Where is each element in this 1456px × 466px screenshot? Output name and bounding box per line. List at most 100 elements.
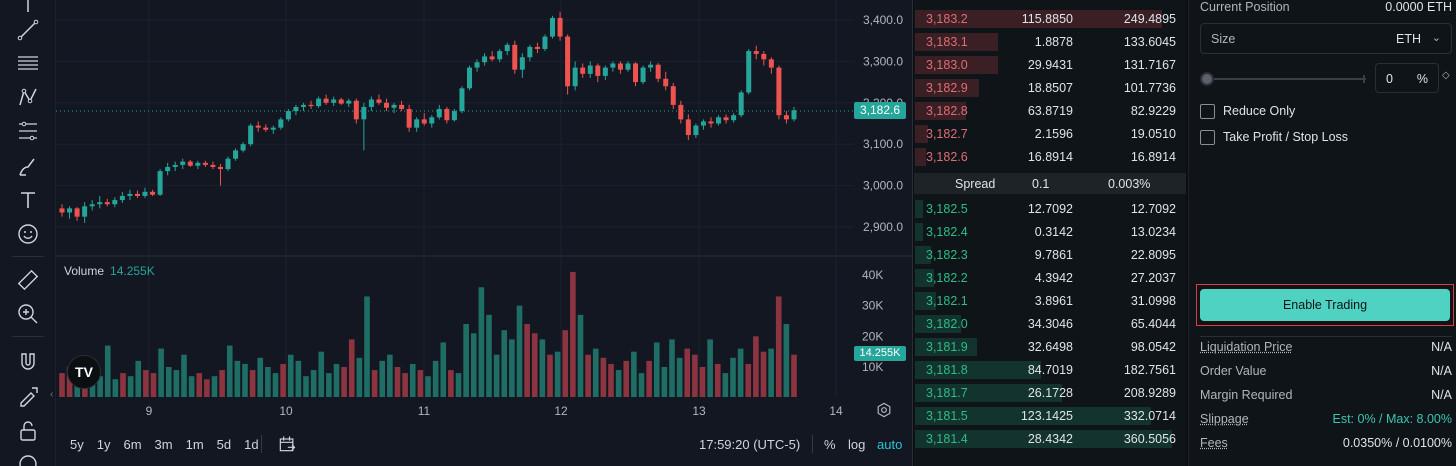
checkbox-box[interactable] bbox=[1200, 104, 1215, 119]
fees-label[interactable]: Fees bbox=[1200, 436, 1228, 450]
volume-bar bbox=[318, 351, 325, 397]
range-1y[interactable]: 1y bbox=[96, 436, 111, 452]
bid-row[interactable]: 3,182.4 0.3142 13.0234 bbox=[914, 220, 1186, 243]
text-tool-icon[interactable] bbox=[14, 186, 42, 214]
range-3m[interactable]: 3m bbox=[154, 436, 173, 452]
bid-row[interactable]: 3,181.8 84.7019 182.7561 bbox=[914, 358, 1186, 381]
bid-row[interactable]: 3,182.0 34.3046 65.4044 bbox=[914, 312, 1186, 335]
chart-canvas[interactable]: 3,400.03,300.03,200.03,100.03,000.02,900… bbox=[56, 0, 913, 466]
size-unit-select[interactable]: ETH bbox=[1396, 32, 1421, 46]
volume-bar bbox=[417, 370, 424, 397]
chevron-down-icon[interactable]: ⌄ bbox=[1431, 32, 1441, 44]
lock-icon[interactable] bbox=[14, 417, 42, 445]
ask-row[interactable]: 3,183.2 115.8850 249.4895 bbox=[914, 7, 1186, 30]
log-scale-toggle[interactable]: log bbox=[848, 436, 866, 452]
volume-bar bbox=[448, 370, 454, 397]
depth-bar bbox=[915, 125, 928, 143]
ask-total: 101.7736 bbox=[1123, 81, 1176, 95]
size-percent-value[interactable]: 0 bbox=[1386, 72, 1393, 86]
ask-row[interactable]: 3,182.8 63.8719 82.9229 bbox=[914, 99, 1186, 122]
candle-body bbox=[278, 119, 284, 128]
volume-bar bbox=[204, 379, 210, 397]
zoom-in-icon[interactable] bbox=[14, 300, 42, 328]
candle-body bbox=[708, 121, 714, 124]
bid-price: 3,181.9 bbox=[926, 340, 968, 354]
bid-row[interactable]: 3,182.2 4.3942 27.2037 bbox=[914, 266, 1186, 289]
ask-row[interactable]: 3,182.6 16.8914 16.8914 bbox=[914, 145, 1186, 168]
magnet-icon[interactable] bbox=[14, 348, 42, 376]
ask-row[interactable]: 3,183.0 29.9431 131.7167 bbox=[914, 53, 1186, 76]
brush-icon[interactable] bbox=[14, 153, 42, 181]
size-slider[interactable] bbox=[1200, 71, 1366, 87]
bid-row[interactable]: 3,182.5 12.7092 12.7092 bbox=[914, 197, 1186, 220]
tpsl-label[interactable]: Take Profit / Stop Loss bbox=[1223, 130, 1349, 144]
slider-track[interactable] bbox=[1206, 78, 1366, 80]
bid-row[interactable]: 3,182.3 9.7861 22.8095 bbox=[914, 243, 1186, 266]
go-to-date-icon[interactable] bbox=[277, 434, 297, 454]
horizontal-lines-icon[interactable] bbox=[14, 49, 42, 77]
tradingview-logo[interactable]: TV bbox=[67, 355, 101, 389]
bid-row[interactable]: 3,181.7 26.1728 208.9289 bbox=[914, 381, 1186, 404]
volume-bar bbox=[104, 345, 111, 397]
ask-price: 3,183.0 bbox=[926, 58, 968, 72]
candle-body bbox=[783, 115, 789, 120]
reduce-only-label[interactable]: Reduce Only bbox=[1223, 104, 1296, 118]
candle-body bbox=[331, 99, 337, 103]
slider-thumb[interactable] bbox=[1200, 72, 1214, 86]
candle-body bbox=[467, 67, 473, 89]
bid-row[interactable]: 3,181.5 123.1425 332.0714 bbox=[914, 404, 1186, 427]
fib-retracement-icon[interactable] bbox=[14, 117, 42, 145]
auto-scale-toggle[interactable]: auto bbox=[877, 436, 903, 452]
volume-bar bbox=[737, 348, 744, 397]
lock-drawing-icon[interactable] bbox=[14, 382, 42, 410]
trend-line-icon[interactable] bbox=[14, 16, 42, 44]
range-6m[interactable]: 6m bbox=[123, 436, 142, 452]
emoji-icon[interactable] bbox=[14, 220, 42, 248]
ask-row[interactable]: 3,182.7 2.1596 19.0510 bbox=[914, 122, 1186, 145]
spread-label: Spread bbox=[955, 177, 996, 191]
chart-settings-icon[interactable] bbox=[876, 402, 892, 423]
volume-bar bbox=[287, 354, 294, 397]
volume-bar bbox=[745, 363, 752, 397]
candle-body bbox=[59, 208, 65, 213]
volume-bar bbox=[775, 296, 782, 397]
candle-body bbox=[187, 161, 193, 166]
candle-body bbox=[323, 98, 329, 103]
size-input[interactable]: Size ETH ⌄ bbox=[1200, 23, 1452, 54]
ask-row[interactable]: 3,182.9 18.8507 101.7736 bbox=[914, 76, 1186, 99]
bid-row[interactable]: 3,181.4 28.4342 360.5056 bbox=[914, 427, 1186, 450]
percent-scale-toggle[interactable]: % bbox=[824, 436, 836, 452]
ask-size: 29.9431 bbox=[1027, 58, 1073, 72]
candle-body bbox=[746, 51, 752, 93]
bid-row[interactable]: 3,182.1 3.8961 31.0998 bbox=[914, 289, 1186, 312]
liquidation-label[interactable]: Liquidation Price bbox=[1200, 340, 1293, 354]
collapse-icon[interactable]: ‹ bbox=[50, 389, 54, 400]
crosshair-icon[interactable] bbox=[14, 0, 42, 18]
order-book: 3,183.2 115.8850 249.4895 3,183.1 1.8878 133.… bbox=[914, 0, 1186, 466]
range-5d[interactable]: 5d bbox=[216, 436, 232, 452]
checkbox-box[interactable] bbox=[1200, 130, 1215, 145]
candle-body bbox=[519, 57, 525, 70]
slippage-label[interactable]: Slippage bbox=[1200, 412, 1249, 426]
candle-body bbox=[587, 65, 593, 74]
volume-bar bbox=[234, 360, 241, 397]
tpsl-checkbox[interactable]: Take Profit / Stop Loss bbox=[1200, 129, 1452, 147]
ask-total: 133.6045 bbox=[1123, 35, 1176, 49]
range-5y[interactable]: 5y bbox=[70, 436, 84, 452]
bid-size: 34.3046 bbox=[1027, 317, 1073, 331]
candle-body bbox=[602, 67, 608, 76]
enable-trading-button[interactable]: Enable Trading bbox=[1200, 289, 1450, 321]
eye-icon[interactable] bbox=[14, 450, 42, 466]
reduce-only-checkbox[interactable]: Reduce Only bbox=[1200, 103, 1452, 121]
stepper-icon[interactable]: ◇ bbox=[1442, 70, 1450, 81]
pattern-icon[interactable] bbox=[14, 83, 42, 111]
ruler-icon[interactable] bbox=[14, 266, 42, 294]
range-1d[interactable]: 1d bbox=[244, 436, 259, 452]
chart-clock[interactable]: 17:59:20 (UTC-5) bbox=[699, 436, 801, 452]
size-percent-input[interactable]: 0 % bbox=[1375, 63, 1439, 93]
depth-bar bbox=[915, 200, 923, 218]
bid-row[interactable]: 3,181.9 32.6498 98.0542 bbox=[914, 335, 1186, 358]
price-chart[interactable]: 3,400.03,300.03,200.03,100.03,000.02,900… bbox=[50, 0, 913, 466]
ask-row[interactable]: 3,183.1 1.8878 133.6045 bbox=[914, 30, 1186, 53]
range-1m[interactable]: 1m bbox=[185, 436, 204, 452]
